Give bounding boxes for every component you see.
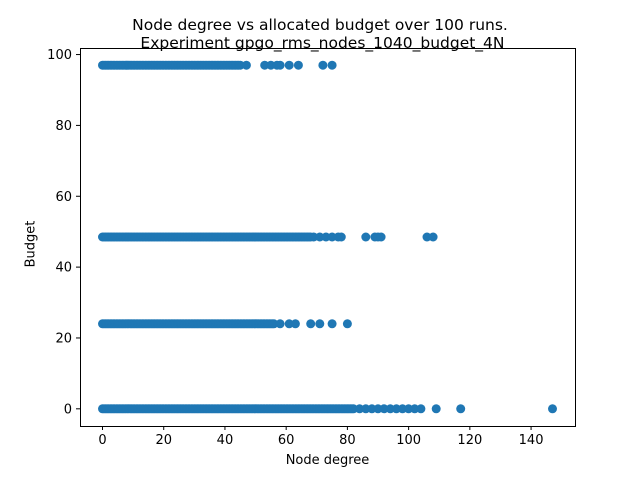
data-point <box>456 404 466 414</box>
x-tick-label: 120 <box>457 433 482 448</box>
chart-title-line-1: Node degree vs allocated budget over 100… <box>132 16 508 34</box>
data-point <box>361 232 371 242</box>
x-axis-label: Node degree <box>285 453 370 468</box>
data-point <box>431 404 441 414</box>
chart-title-line-2: Experiment gpgo_rms_nodes_1040_budget_4N <box>135 34 505 52</box>
data-point <box>306 319 316 329</box>
data-point <box>327 60 337 70</box>
x-tick-label: 100 <box>396 433 421 448</box>
data-point <box>284 319 294 329</box>
data-points <box>98 60 557 414</box>
x-tick-label: 0 <box>98 433 106 448</box>
y-tick-label: 100 <box>47 48 72 63</box>
data-point <box>241 60 251 70</box>
data-point <box>336 232 346 242</box>
x-tick-label: 80 <box>339 433 356 448</box>
data-point <box>379 404 389 414</box>
y-tick-label: 20 <box>55 331 72 346</box>
data-point <box>416 404 426 414</box>
x-tick-label: 20 <box>155 433 172 448</box>
data-point <box>327 319 337 329</box>
y-axis-label: Budget <box>23 220 39 268</box>
data-point <box>342 319 352 329</box>
y-tick-label: 40 <box>55 261 72 276</box>
data-point <box>318 60 328 70</box>
data-point <box>428 232 438 242</box>
data-point <box>260 60 270 70</box>
data-point <box>293 60 303 70</box>
data-point <box>275 60 285 70</box>
data-point <box>284 60 294 70</box>
y-tick-label: 0 <box>64 402 72 417</box>
x-tick-label: 140 <box>519 433 544 448</box>
plot-frame <box>80 48 576 427</box>
data-point <box>315 232 325 242</box>
data-point <box>355 404 365 414</box>
data-point <box>290 319 300 329</box>
data-point <box>548 404 557 414</box>
data-point <box>275 319 285 329</box>
data-point <box>410 404 420 414</box>
y-tick-label: 60 <box>55 190 72 205</box>
data-point <box>269 319 279 329</box>
y-tick-label: 80 <box>55 119 72 134</box>
data-point <box>315 319 325 329</box>
data-point <box>376 232 386 242</box>
y-axis-ticks: 0 20 40 60 80 100 <box>47 48 80 417</box>
x-tick-label: 40 <box>217 433 234 448</box>
x-tick-label: 60 <box>278 433 295 448</box>
x-axis-ticks: 0 20 40 60 80 100 120 140 <box>98 426 543 448</box>
